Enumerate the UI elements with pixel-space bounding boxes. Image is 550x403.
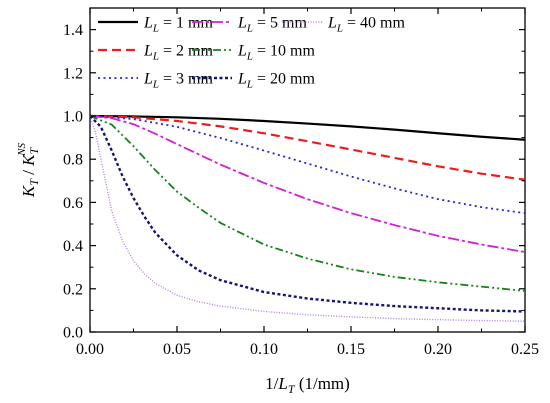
legend-label-5: LL = 10 mm <box>237 43 316 63</box>
series-line-6 <box>89 115 526 313</box>
y-tick-label: 0.4 <box>63 238 83 255</box>
x-tick-label: 0.10 <box>250 341 278 358</box>
legend-label-2: LL = 2 mm <box>143 43 214 63</box>
x-tick-label: 0.15 <box>337 341 365 358</box>
x-tick-label: 0.05 <box>163 341 191 358</box>
x-tick-label: 0.20 <box>424 341 452 358</box>
y-tick-label: 1.0 <box>63 109 83 126</box>
legend-label-1: LL = 1 mm <box>143 15 214 35</box>
y-tick-label: 0.8 <box>63 152 83 169</box>
y-tick-label: 1.2 <box>63 65 83 82</box>
series-line-2 <box>89 114 526 181</box>
y-tick-label: 0.6 <box>63 195 83 212</box>
series-line-4 <box>89 115 526 253</box>
series-line-7 <box>89 115 526 322</box>
axis-ticks: 0.00 0.05 0.10 0.15 0.20 0.25 0.0 0.2 0.4 0.6 0.8 1… <box>63 7 539 358</box>
series-layer <box>89 114 526 322</box>
legend-label-7: LL = 40 mm <box>327 15 406 35</box>
legend-label-4: LL = 5 mm <box>237 15 308 35</box>
legend-label-3: LL = 3 mm <box>143 71 214 91</box>
series-line-3 <box>89 115 526 215</box>
series-line-1 <box>89 114 526 141</box>
x-tick-label: 0.25 <box>511 341 539 358</box>
axis-labels: 1/LT (1/mm) KT / KTNS <box>16 142 350 396</box>
series-line-5 <box>89 115 526 292</box>
legend-label-6: LL = 20 mm <box>237 71 316 91</box>
y-tick-label: 0.0 <box>63 325 83 342</box>
x-axis-label: 1/LT (1/mm) <box>265 374 350 396</box>
y-tick-label: 1.4 <box>63 22 83 39</box>
y-axis-label: KT / KTNS <box>16 142 41 198</box>
x-tick-label: 0.00 <box>76 341 104 358</box>
y-tick-label: 0.2 <box>63 281 83 298</box>
legend: LL = 1 mm LL = 2 mm LL = 3 mm LL = 5 mm LL =… <box>98 15 406 91</box>
